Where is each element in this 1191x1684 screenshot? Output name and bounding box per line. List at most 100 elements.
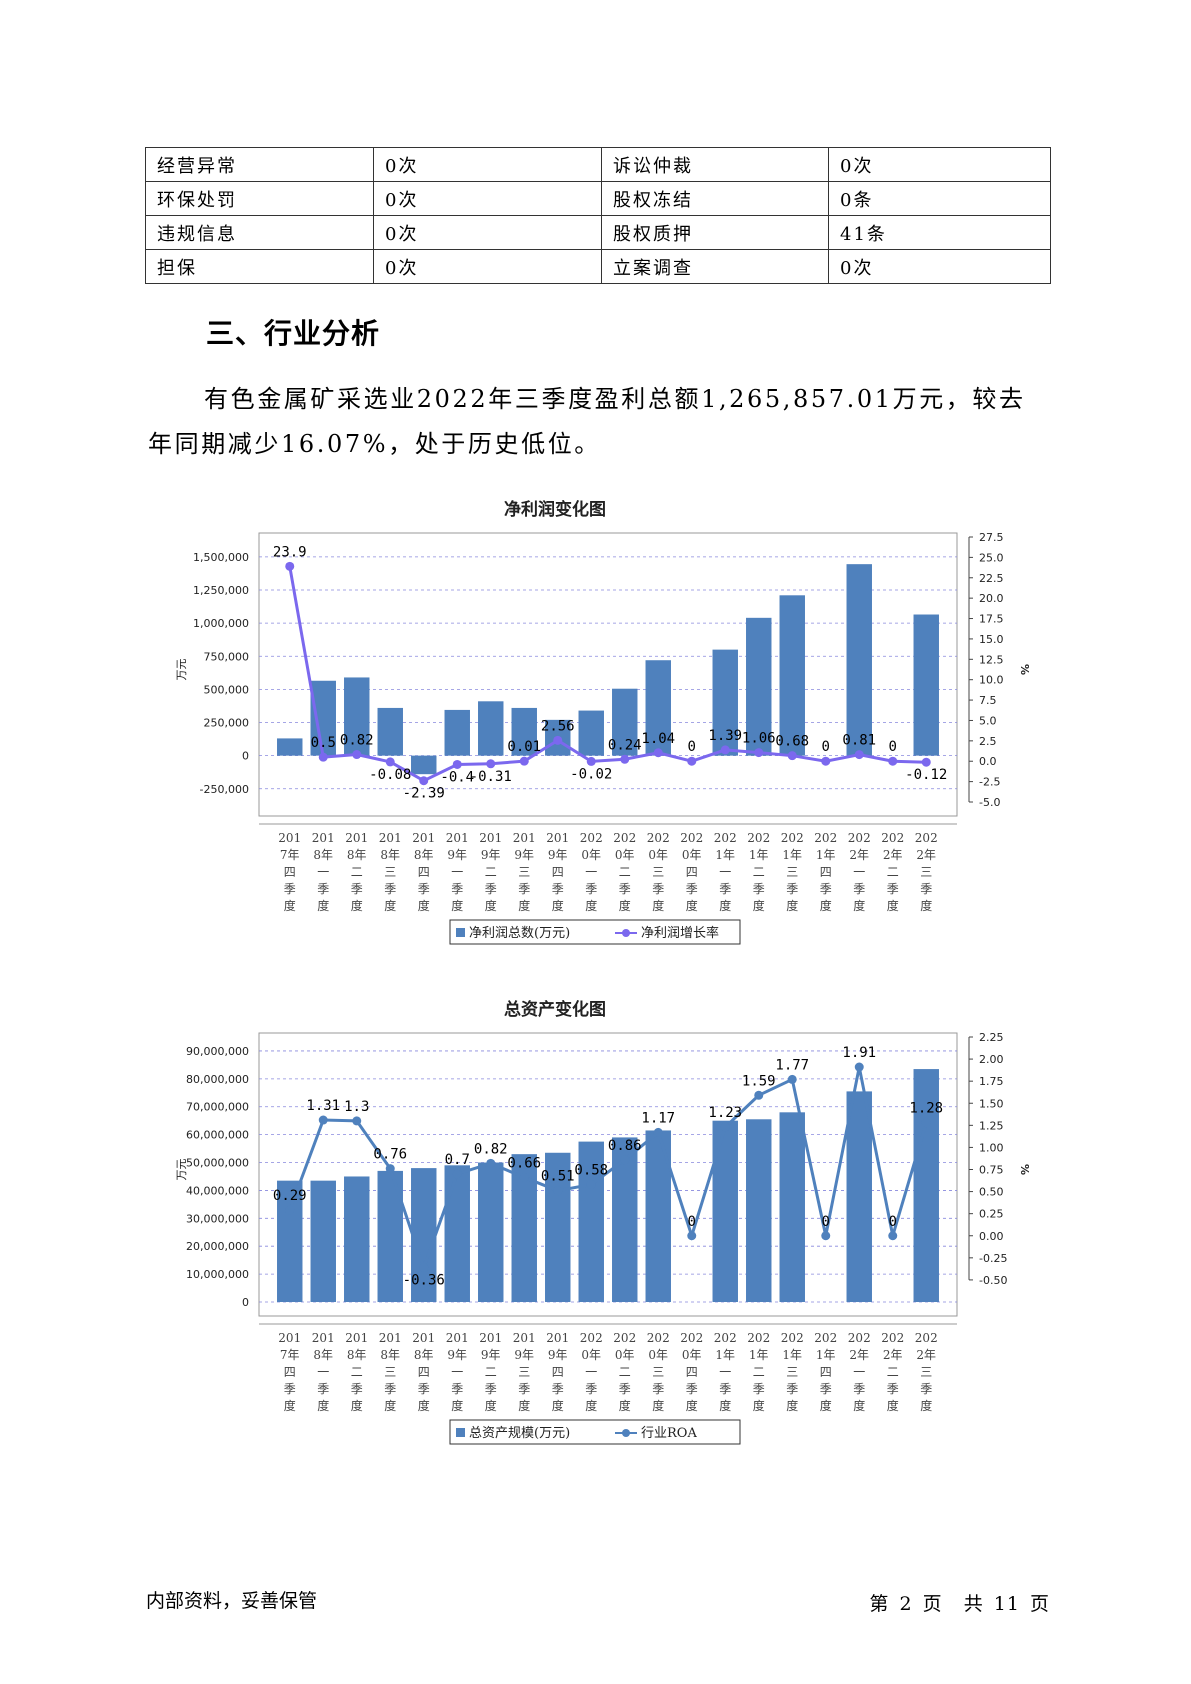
x-tick-label: 202: [580, 831, 603, 845]
line-point: [921, 1118, 931, 1128]
right-tick-label: 0.00: [979, 1230, 1004, 1243]
table-row: 环保处罚 0次 股权冻结 0条: [145, 181, 1051, 216]
line-point: [385, 757, 395, 767]
x-tick-label: 季: [619, 882, 631, 896]
series-line: [288, 566, 927, 783]
x-tick-label: 202: [714, 831, 737, 845]
data-label: 1.17: [641, 1110, 675, 1126]
x-tick-label: 一: [719, 865, 731, 879]
x-tick-label: 三: [786, 865, 798, 879]
x-tick-label: 度: [418, 898, 430, 913]
chart-title: 总资产变化图: [504, 999, 606, 1020]
data-label: -2.39: [403, 786, 445, 802]
x-tick-label: 季: [820, 882, 832, 896]
x-tick-label: 0年: [581, 848, 601, 862]
x-tick-label: 度: [686, 1398, 698, 1413]
bar: [310, 680, 336, 756]
right-tick-label: 0.0: [979, 755, 997, 768]
x-tick-label: 1年: [782, 848, 802, 862]
right-axis-label: %: [1018, 664, 1031, 675]
bar: [913, 614, 939, 756]
x-tick-label: 季: [384, 1382, 396, 1396]
x-tick-label: 8年: [313, 848, 333, 862]
x-tick-label: 0年: [615, 1348, 635, 1362]
x-tick-label: 季: [585, 882, 597, 896]
data-label: 0.7: [445, 1152, 470, 1168]
x-tick-label: 0年: [581, 1348, 601, 1362]
line-point: [687, 1231, 697, 1241]
data-label: -0.31: [470, 769, 512, 785]
x-tick-label: 8年: [347, 848, 367, 862]
data-label: 1.31: [306, 1098, 340, 1114]
x-tick-label: 202: [714, 1331, 737, 1345]
line-point: [653, 748, 663, 758]
legend-label: 净利润增长率: [641, 925, 719, 941]
right-tick-label: 27.5: [979, 531, 1004, 544]
x-tick-label: 度: [753, 898, 765, 913]
total-unit: 页: [1029, 1593, 1050, 1615]
left-tick-label: 70,000,000: [186, 1101, 249, 1114]
x-tick-label: 度: [552, 898, 564, 913]
right-tick-label: 12.5: [979, 653, 1004, 666]
line-point: [754, 1090, 764, 1100]
x-tick-label: 度: [317, 898, 329, 913]
section-title: 三、行业分析: [206, 317, 381, 350]
bar: [612, 688, 638, 756]
x-tick-label: 四: [418, 865, 430, 879]
right-tick-label: 0.75: [979, 1164, 1004, 1177]
x-tick-label: 度: [284, 1398, 296, 1413]
line-point: [787, 751, 797, 761]
x-tick-label: 9年: [548, 1348, 568, 1362]
x-tick-label: 9年: [514, 848, 534, 862]
data-label: -0.12: [905, 767, 947, 783]
x-tick-label: 季: [786, 882, 798, 896]
data-label: 1.06: [742, 731, 776, 747]
table-cell: 0条: [828, 181, 1051, 216]
x-tick-label: 2年: [916, 1348, 936, 1362]
right-tick-label: 20.0: [979, 592, 1004, 605]
bar: [846, 564, 872, 756]
line-point: [620, 1155, 630, 1165]
x-tick-label: 季: [853, 882, 865, 896]
x-tick-label: 二: [619, 1365, 631, 1379]
page-num: 2: [899, 1593, 913, 1615]
legend-swatch-point: [622, 1429, 630, 1437]
table-cell: 0次: [828, 147, 1051, 182]
x-tick-label: 四: [820, 1365, 832, 1379]
right-tick-label: 10.0: [979, 674, 1004, 687]
x-tick-label: 1年: [749, 1348, 769, 1362]
data-label: 0.5: [311, 735, 336, 751]
data-label: 1.28: [909, 1101, 943, 1117]
x-tick-label: 季: [317, 882, 329, 896]
x-tick-label: 201: [546, 831, 569, 845]
x-tick-label: 二: [619, 865, 631, 879]
data-label: 0.76: [373, 1147, 407, 1163]
left-tick-label: 50,000,000: [186, 1157, 249, 1170]
x-tick-label: 四: [552, 865, 564, 879]
data-label: -0.02: [570, 766, 612, 782]
right-tick-label: 5.0: [979, 714, 997, 727]
x-tick-label: 度: [920, 1398, 932, 1413]
table-cell: 股权质押: [601, 215, 829, 250]
bar: [344, 677, 370, 756]
bar: [746, 1119, 772, 1302]
x-tick-label: 8年: [414, 848, 434, 862]
left-tick-label: 1,000,000: [193, 617, 249, 630]
x-tick-label: 季: [652, 882, 664, 896]
bar: [377, 707, 403, 756]
x-tick-label: 9年: [447, 848, 467, 862]
line-point: [888, 1231, 898, 1241]
x-tick-label: 202: [814, 831, 837, 845]
data-label: 0.66: [507, 1155, 541, 1171]
x-tick-label: 季: [719, 882, 731, 896]
bar: [478, 701, 504, 756]
data-label: -0.36: [403, 1273, 445, 1289]
data-label: 0.24: [608, 737, 642, 753]
bar: [344, 1176, 370, 1302]
right-tick-label: 1.25: [979, 1119, 1004, 1132]
data-label: 1.77: [775, 1057, 809, 1073]
x-tick-label: 9年: [481, 1348, 501, 1362]
net-profit-chart: 净利润变化图 -250,000 0 250,000 500,000 750,000 1,00…: [165, 495, 1045, 945]
x-tick-label: 季: [853, 1382, 865, 1396]
x-tick-label: 度: [585, 898, 597, 913]
